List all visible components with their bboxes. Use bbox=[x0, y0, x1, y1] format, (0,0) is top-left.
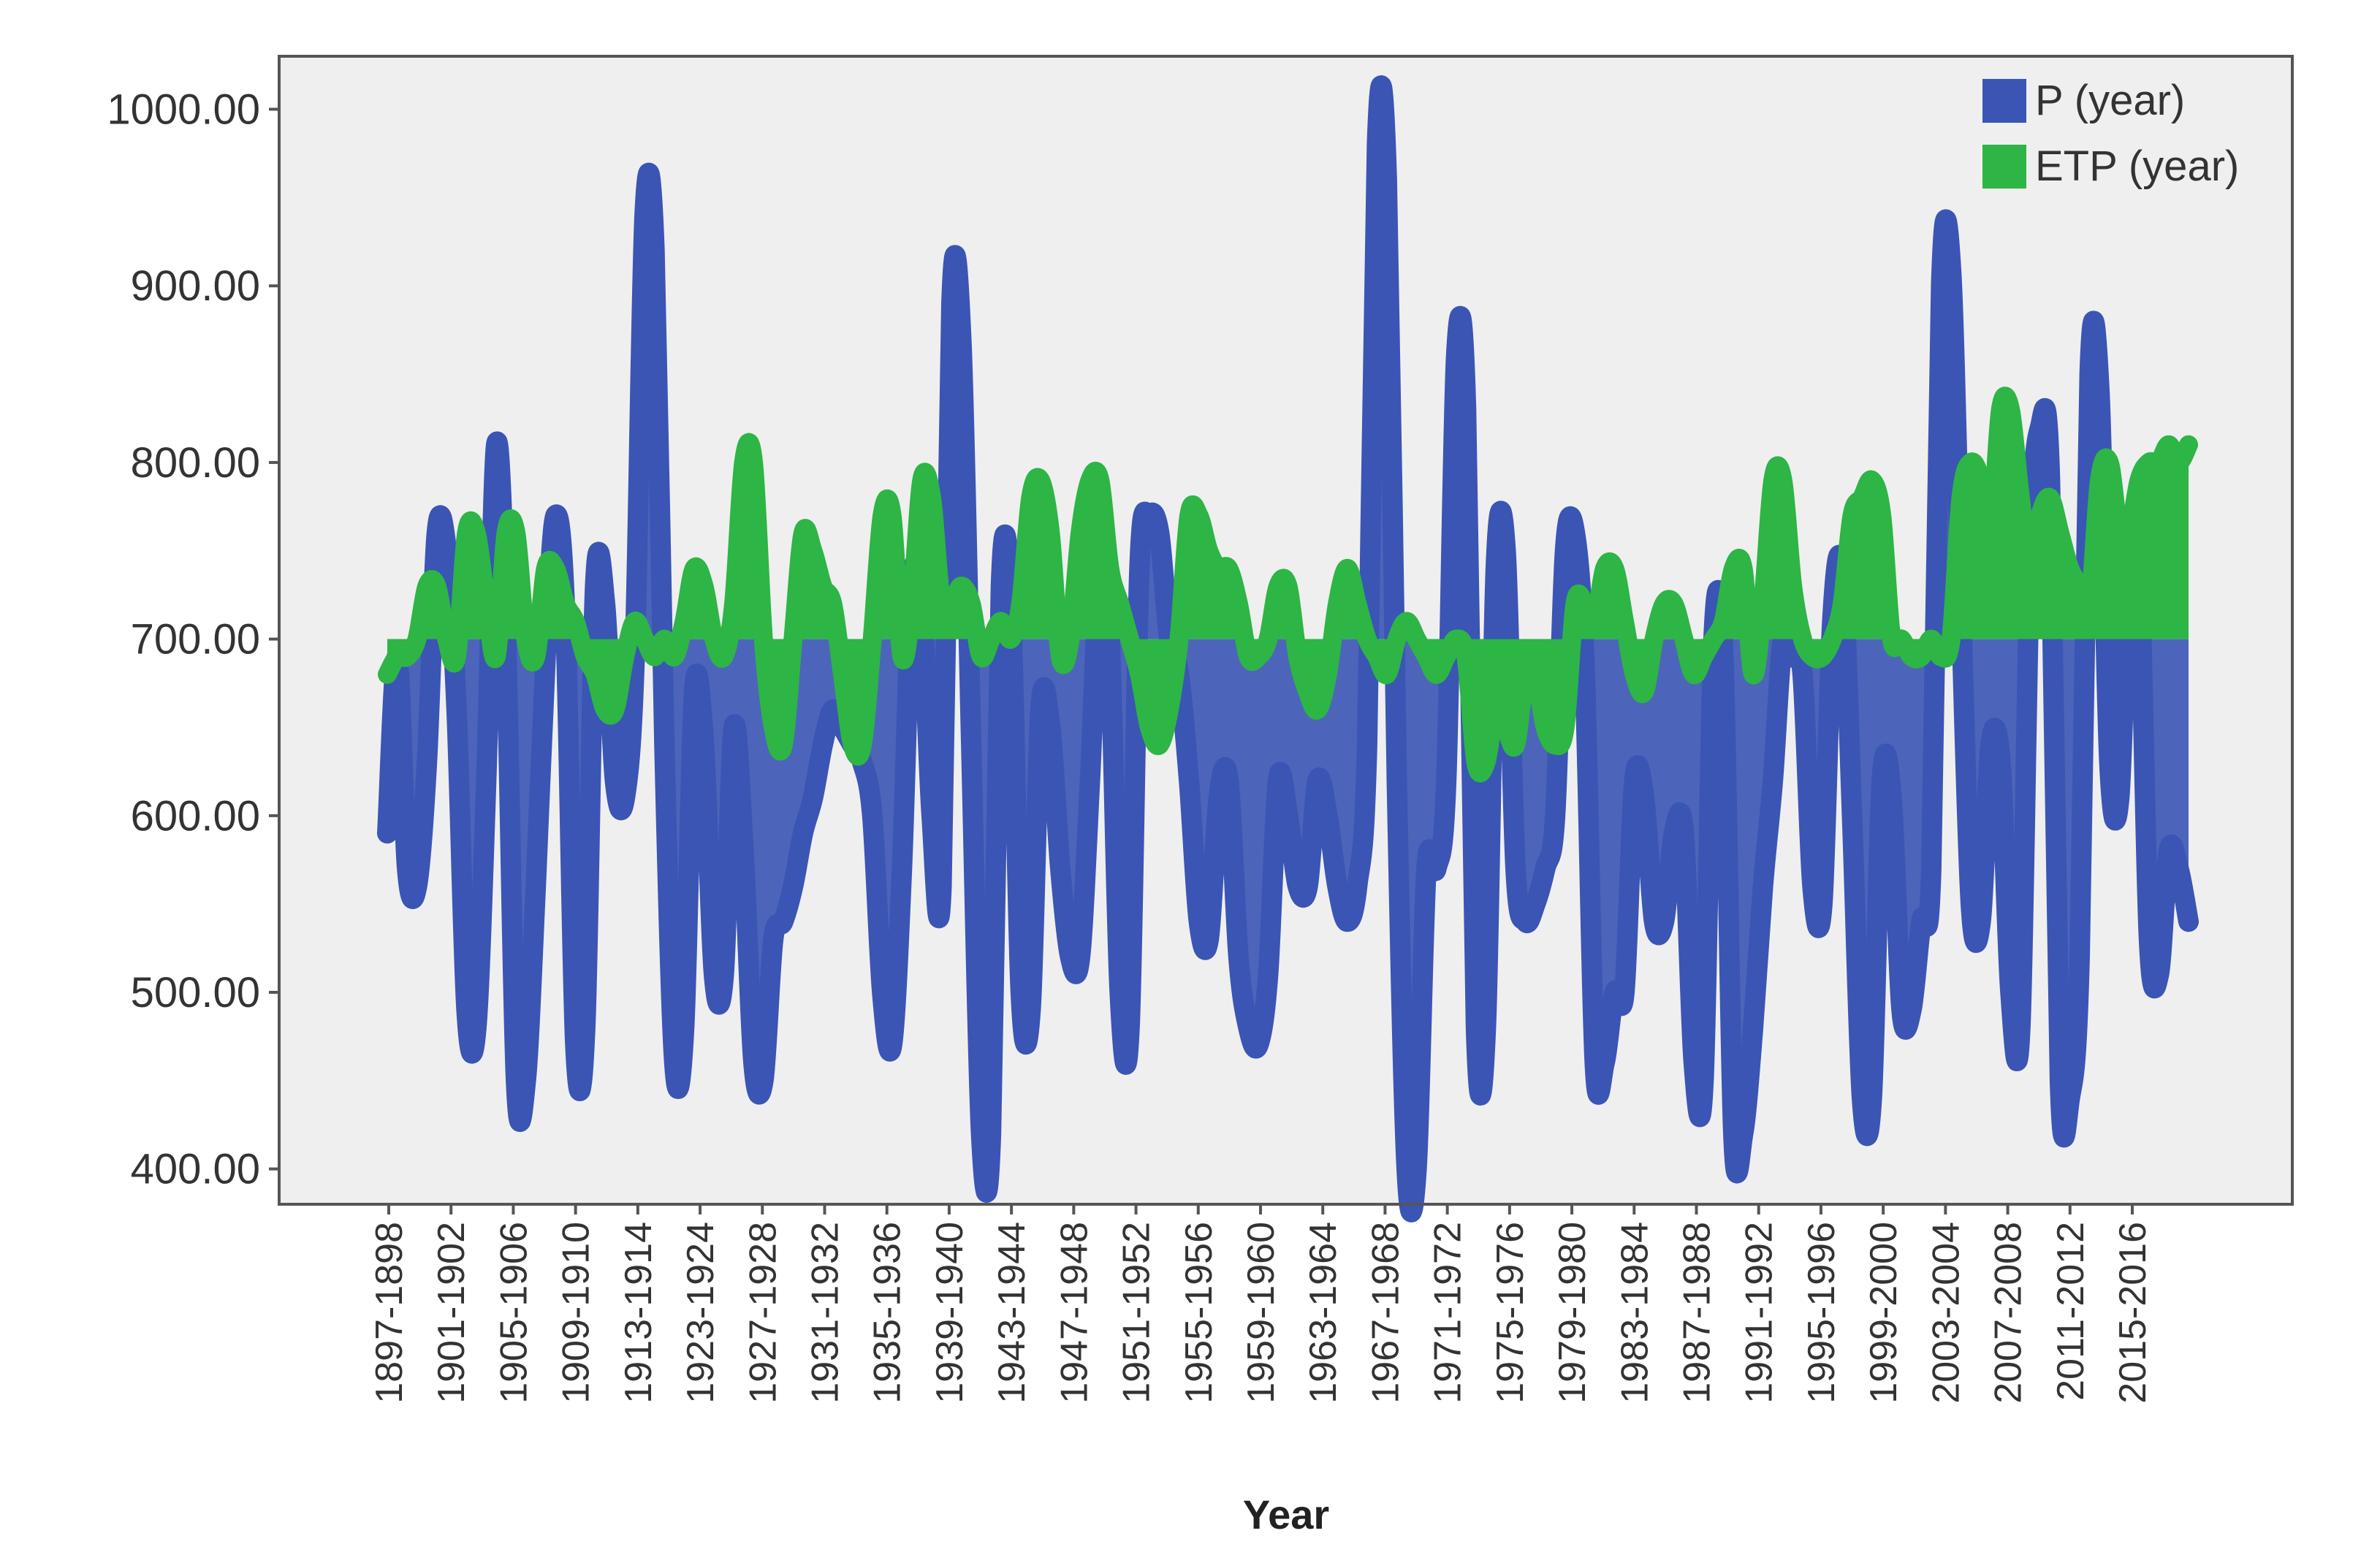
x-tick-label: 1959-1960 bbox=[1240, 1222, 1282, 1404]
x-tick-label: 1951-1952 bbox=[1116, 1222, 1158, 1404]
y-axis: 400.00 500.00 600.00 700.00 800.00 900.00 1000… bbox=[107, 86, 279, 1193]
y-tick-label: 1000.00 bbox=[107, 86, 260, 134]
x-tick-label: 1975-1976 bbox=[1489, 1222, 1532, 1404]
x-tick-label: 1897-1898 bbox=[368, 1222, 411, 1404]
x-tick-label: 1943-1944 bbox=[991, 1222, 1033, 1404]
y-tick-label: 800.00 bbox=[131, 439, 260, 487]
x-tick-label: 1987-1988 bbox=[1676, 1222, 1719, 1404]
x-tick-label: 1947-1948 bbox=[1053, 1222, 1095, 1404]
x-tick-label: 1939-1940 bbox=[929, 1222, 971, 1404]
x-tick-label: 2011-2012 bbox=[2050, 1222, 2092, 1401]
x-tick-label: 1991-1992 bbox=[1738, 1222, 1781, 1404]
x-tick-label: 1931-1932 bbox=[805, 1222, 847, 1404]
y-tick-label: 500.00 bbox=[131, 969, 260, 1016]
series-etp-line bbox=[378, 387, 2198, 783]
x-tick-label: 1979-1980 bbox=[1551, 1222, 1594, 1404]
x-tick-label: 1927-1928 bbox=[742, 1222, 784, 1404]
x-tick-label: 1935-1936 bbox=[867, 1222, 909, 1404]
plot-frame bbox=[278, 55, 2294, 1206]
x-tick-label: 2003-2004 bbox=[1925, 1222, 1967, 1404]
x-tick-label: 1971-1972 bbox=[1427, 1222, 1470, 1404]
y-tick-label: 600.00 bbox=[131, 792, 260, 840]
x-tick-label: 1923-1924 bbox=[680, 1222, 722, 1404]
x-tick-label: 2015-2016 bbox=[2112, 1222, 2154, 1404]
x-tick-label: 1999-2000 bbox=[1863, 1222, 1905, 1404]
y-tick-label: 700.00 bbox=[131, 616, 260, 664]
legend-label-etp: ETP (year) bbox=[2035, 142, 2239, 190]
x-tick-label: 1905-1906 bbox=[493, 1222, 535, 1404]
x-tick-label: 1983-1984 bbox=[1613, 1222, 1656, 1404]
series-p-line bbox=[377, 75, 2199, 1223]
x-tick-label: 2007-2008 bbox=[1988, 1222, 2030, 1404]
legend: P (year) ETP (year) bbox=[1982, 77, 2239, 190]
x-tick-label: 1909-1910 bbox=[555, 1222, 598, 1404]
x-axis: 1897-1898 1901-1902 1905-1906 1909-1910 1913… bbox=[368, 1204, 2154, 1404]
legend-label-p: P (year) bbox=[2035, 77, 2185, 124]
x-tick-label: 1963-1964 bbox=[1302, 1222, 1345, 1404]
series-layer bbox=[377, 75, 2199, 1223]
x-axis-title: Year bbox=[1243, 1491, 1329, 1537]
legend-swatch-etp bbox=[1982, 145, 2026, 189]
y-tick-label: 400.00 bbox=[131, 1146, 260, 1193]
y-tick-label: 900.00 bbox=[131, 262, 260, 310]
legend-swatch-p bbox=[1982, 79, 2026, 123]
x-tick-label: 1901-1902 bbox=[430, 1222, 473, 1404]
x-tick-label: 1913-1914 bbox=[617, 1222, 660, 1404]
x-tick-label: 1955-1956 bbox=[1178, 1222, 1220, 1404]
x-tick-label: 1995-1996 bbox=[1801, 1222, 1843, 1404]
x-tick-label: 1967-1968 bbox=[1364, 1222, 1407, 1404]
